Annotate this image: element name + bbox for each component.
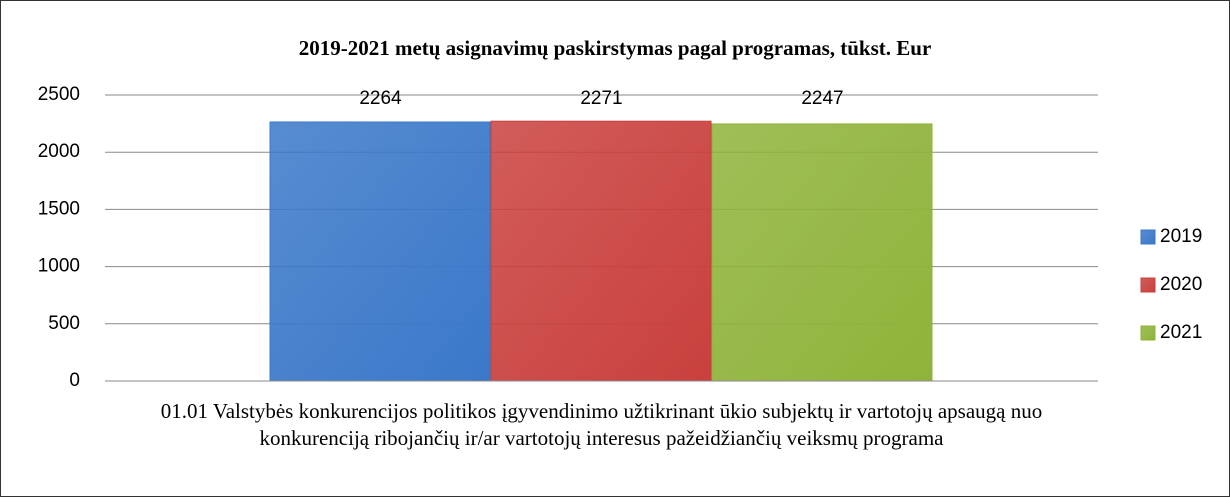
y-tick-label: 1000 [38,256,80,277]
legend-label: 2021 [1160,322,1202,343]
data-label: 2247 [801,88,843,109]
y-tick-label: 0 [69,370,80,391]
y-tick-label: 2500 [38,84,80,105]
y-tick-label: 1500 [38,198,80,219]
bar [490,120,712,382]
y-tick-label: 2000 [38,141,80,162]
data-label: 2271 [580,88,622,109]
x-category-label: 01.01 Valstybės konkurencijos politikos … [160,399,1043,450]
legend-label: 2019 [1160,226,1202,247]
bar [269,121,491,382]
legend-swatch [1140,325,1156,341]
data-label: 2264 [359,88,402,109]
legend-swatch [1140,277,1156,293]
chart-title: 2019-2021 metų asignavimų paskirstymas p… [299,36,932,60]
y-tick-label: 500 [48,313,80,334]
legend-swatch [1140,229,1156,245]
legend-label: 2020 [1160,274,1202,295]
bar [711,123,933,382]
